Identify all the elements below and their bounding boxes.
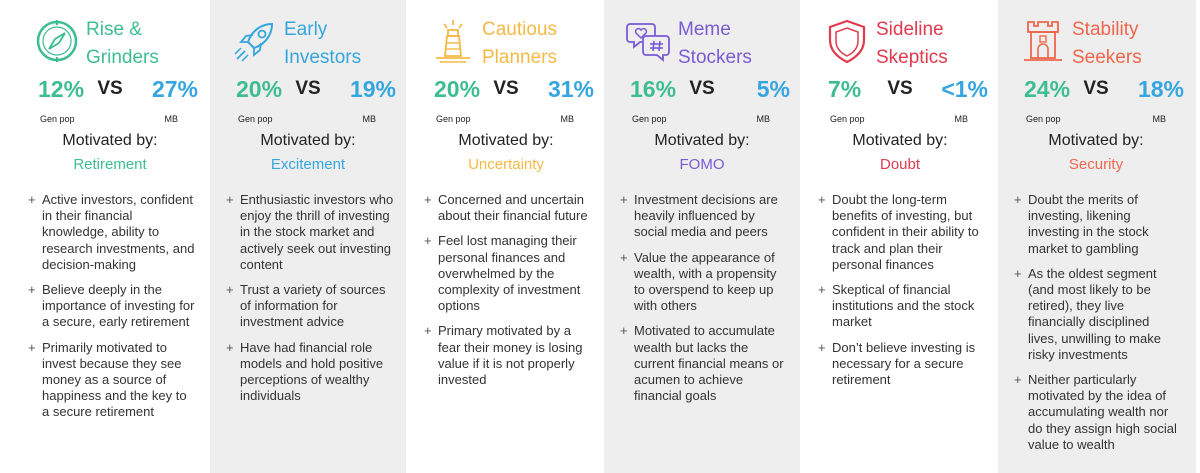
motive-label: Doubt [879,156,921,173]
segment-title: Meme Stockers [678,19,752,68]
gen-pop-percent: 16% [630,76,677,102]
motivated-by-label: Motivated by: [852,132,948,149]
stats-row: 20% VS 31% [408,76,604,110]
mb-label: MB [164,114,179,124]
bullet-list: Doubt the long-term benefits of investin… [816,192,986,397]
lighthouse-icon [436,20,470,63]
bullet-item: Investment decisions are heavily influen… [618,192,788,241]
segment-sideline-skeptics: Sideline Skeptics 7% VS <1% Gen pop MB M… [802,0,998,473]
mb-percent: 31% [547,76,594,102]
motivated-by-label: Motivated by: [62,132,158,149]
bullet-item: Doubt the long-term benefits of investin… [816,192,986,273]
mb-percent: <1% [941,76,988,102]
bullet-list: Concerned and uncertain about their fina… [422,192,592,397]
bullet-list: Enthusiastic investors who enjoy the thr… [224,192,394,413]
castle-tower-icon [1024,21,1062,61]
bullet-list: Investment decisions are heavily influen… [618,192,788,413]
motivated-by-label: Motivated by: [458,132,554,149]
stats-row: 16% VS 5% [604,76,800,110]
mb-label: MB [954,114,969,124]
shield-icon [828,19,866,64]
rocket-icon [234,22,274,62]
mb-label: MB [756,114,771,124]
segment-rise-grinders: Rise & Grinders 12% VS 27% Gen pop MB Mo… [12,0,208,473]
stats-row: 12% VS 27% [12,76,208,110]
mb-percent: 18% [1137,76,1184,102]
mb-percent: 27% [151,76,198,102]
motive-label: Excitement [270,156,346,173]
vs-label: VS [295,78,321,99]
bullet-item: Primarily motivated to invest because th… [26,340,196,421]
segment-early-investors: Early Investors 20% VS 19% Gen pop MB Mo… [210,0,406,473]
vs-label: VS [887,78,913,99]
bullet-item: Believe deeply in the importance of inve… [26,282,196,331]
bullet-item: Enthusiastic investors who enjoy the thr… [224,192,394,273]
gen-pop-label: Gen pop [40,114,75,124]
bullet-item: Don’t believe investing is necessary for… [816,340,986,389]
mb-label: MB [560,114,575,124]
vs-label: VS [1083,78,1109,99]
segment-cautious-planners: Cautious Planners 20% VS 31% Gen pop MB … [408,0,604,473]
mb-label: MB [362,114,377,124]
bullet-item: Motivated to accumulate wealth but lacks… [618,323,788,404]
motive-label: Security [1068,156,1124,173]
gen-pop-percent: 12% [38,76,85,102]
gen-pop-percent: 24% [1024,76,1071,102]
motivated-by-label: Motivated by: [654,132,750,149]
mb-label: MB [1152,114,1167,124]
bullet-item: Skeptical of financial institutions and … [816,282,986,331]
gen-pop-label: Gen pop [830,114,865,124]
mb-percent: 19% [349,76,396,102]
stats-row: 20% VS 19% [210,76,406,110]
gen-pop-label: Gen pop [1026,114,1061,124]
gen-pop-percent: 7% [828,76,862,102]
motive-label: FOMO [679,156,725,173]
bullet-item: Primary motivated by a fear their money … [422,323,592,388]
mb-percent: 5% [756,76,790,102]
vs-label: VS [97,78,123,99]
motive-label: Uncertainty [468,156,544,173]
segment-title: Cautious Planners [482,19,557,68]
bullet-item: Neither particularly motivated by the id… [1012,372,1182,453]
bullet-item: Concerned and uncertain about their fina… [422,192,592,224]
motivated-by-label: Motivated by: [1048,132,1144,149]
vs-label: VS [493,78,519,99]
gen-pop-label: Gen pop [436,114,471,124]
vs-label: VS [689,78,715,99]
stats-row: 7% VS <1% [802,76,998,110]
segment-title: Stability Seekers [1072,19,1142,68]
segment-stability-seekers: Stability Seekers 24% VS 18% Gen pop MB … [998,0,1196,473]
segment-meme-stockers: Meme Stockers 16% VS 5% Gen pop MB Motiv… [604,0,800,473]
compass-icon [36,20,78,62]
bullet-item: As the oldest segment (and most likely t… [1012,266,1182,363]
gen-pop-percent: 20% [236,76,283,102]
gen-pop-percent: 20% [434,76,481,102]
bullet-item: Doubt the merits of investing, likening … [1012,192,1182,257]
segment-title: Early Investors [284,19,362,68]
stats-row: 24% VS 18% [998,76,1194,110]
bullet-item: Feel lost managing their personal financ… [422,233,592,314]
bullet-list: Doubt the merits of investing, likening … [1012,192,1182,462]
motivated-by-label: Motivated by: [260,132,356,149]
motive-label: Retirement [73,156,147,173]
bullet-item: Trust a variety of sources of informatio… [224,282,394,331]
speech-bubbles-icon [626,23,670,62]
segment-title: Sideline Skeptics [876,19,948,68]
bullet-item: Have had financial role models and hold … [224,340,394,405]
bullet-list: Active investors, confident in their fin… [26,192,196,430]
gen-pop-label: Gen pop [632,114,667,124]
segment-title: Rise & Grinders [86,19,159,68]
gen-pop-label: Gen pop [238,114,273,124]
bullet-item: Active investors, confident in their fin… [26,192,196,273]
bullet-item: Value the appearance of wealth, with a p… [618,250,788,315]
